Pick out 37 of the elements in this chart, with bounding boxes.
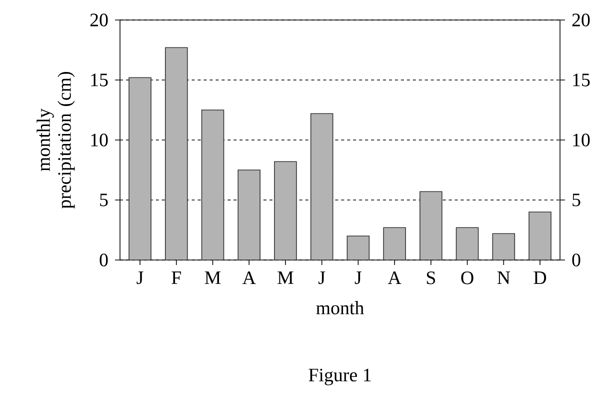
y2-tick-label: 15 [573,74,590,86]
bar [201,110,224,260]
y2-tick-label: 10 [573,134,590,146]
x-tick-label: J [136,272,144,284]
y-tick-label: 20 [90,14,108,26]
x-tick-label: M [278,272,294,284]
bar [383,227,406,260]
x-tick-label: A [388,272,402,284]
x-tick-label: O [461,272,474,284]
x-tick-label: J [354,272,362,284]
y-axis-title: monthly precipitation (cm) [36,72,75,209]
y2-tick-label: 20 [572,14,590,26]
bar [274,161,297,260]
bar [238,170,260,260]
caption: Figure 1 [308,368,371,386]
bar [492,233,516,260]
bar [310,113,334,260]
bar [420,191,442,260]
x-tick-label: J [318,272,326,284]
y-tick-label: 5 [100,194,108,206]
bar [456,227,479,260]
x-tick-label: N [497,272,510,284]
x-tick-label: S [426,272,435,284]
x-tick-label: F [172,272,181,284]
y2-tick-label: 5 [572,194,580,206]
y-tick-label: 10 [91,134,108,146]
x-axis-title: month [316,301,364,314]
bar [528,212,552,260]
x-tick-label: A [242,272,256,284]
x-tick-label: M [204,272,221,284]
y2-tick-label: 0 [572,254,580,266]
y-tick-label: 15 [91,74,108,86]
bar [346,236,370,260]
bar [128,77,152,260]
x-tick-label: D [534,272,546,284]
y-tick-label: 0 [100,254,108,266]
bar [164,47,188,260]
